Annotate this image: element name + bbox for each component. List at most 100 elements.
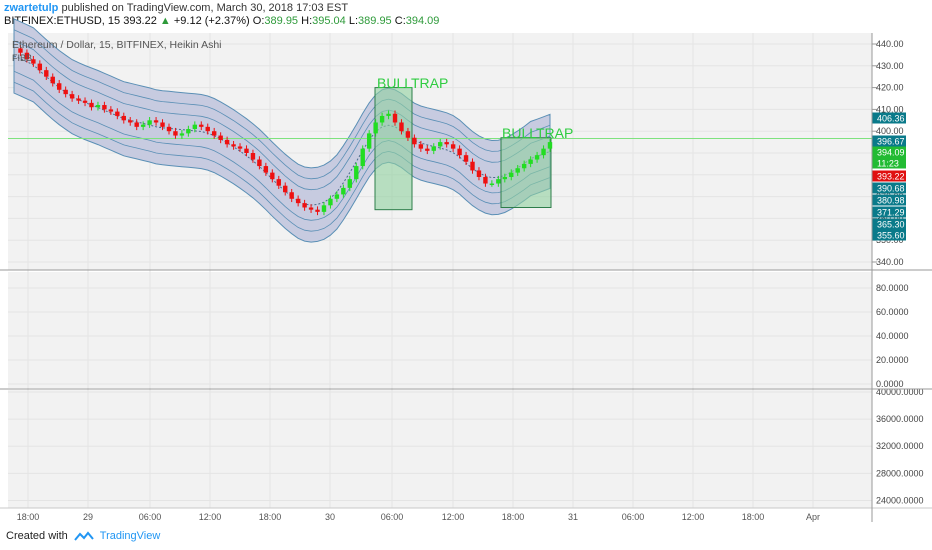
candle-body (263, 166, 269, 173)
candle-body (470, 161, 475, 171)
candle-body (463, 155, 469, 162)
x-tick-label: 31 (568, 512, 578, 522)
candle-body (160, 122, 165, 127)
price-badge-label: 396.67 (877, 137, 905, 147)
price-badge (872, 146, 906, 158)
author-name[interactable]: zwartetulp (4, 2, 59, 14)
candle-body (328, 198, 333, 206)
candle-body (528, 159, 533, 164)
candle-body (379, 115, 385, 123)
candle-body (211, 131, 217, 136)
candle-body (489, 183, 495, 186)
price-tick-label: 410.00 (876, 104, 904, 114)
fib-band-basis (13, 55, 551, 206)
candle-body (386, 113, 391, 116)
candle-body (502, 176, 507, 180)
fib-band-line (13, 40, 551, 191)
bulltrap-box[interactable] (374, 87, 413, 211)
price-tick-label: 400.00 (876, 126, 904, 136)
price-tick-label: 440.00 (876, 39, 904, 49)
candle-body (128, 120, 133, 123)
candle-body (399, 122, 404, 132)
price-tick-label: 420.00 (876, 83, 904, 93)
candle-body (250, 153, 256, 160)
candle-body (341, 187, 346, 195)
price-badge-label: 371.29 (877, 208, 905, 218)
publish-info: published on TradingView.com, March 30, … (61, 2, 349, 14)
candle-body (438, 142, 443, 147)
candle-body (18, 48, 23, 53)
up-arrow-icon: ▲ (159, 15, 171, 27)
candle-body (534, 155, 540, 160)
tradingview-logo-icon (73, 531, 94, 541)
oscillator-tick-label: 20.0000 (876, 355, 909, 365)
chart-legend-title: Ethereum / Dollar, 15, BITFINEX, Heikin … (12, 39, 222, 51)
candle-body (44, 70, 49, 77)
candle-body (95, 105, 101, 108)
volume-pane-bg (8, 390, 872, 508)
price-badge-label: 390.68 (877, 184, 905, 194)
candle-body (444, 142, 449, 145)
candle-body (496, 179, 501, 184)
price-tick-label: 340.00 (876, 257, 904, 267)
x-tick-label: 12:00 (199, 512, 222, 522)
fib-band-lines (13, 29, 551, 232)
bulltrap-label-1: BULLTRAP (377, 75, 448, 91)
candle-body (457, 148, 462, 156)
candle-body (192, 124, 198, 130)
candle-body (354, 166, 359, 180)
candle-body (412, 137, 417, 145)
candle-body (476, 170, 482, 177)
symbol-name: BITFINEX:ETHUSD, 15 (4, 15, 121, 27)
price-badge (872, 194, 906, 206)
candle-body (392, 113, 398, 123)
candle-body (315, 209, 320, 212)
candle-body (237, 146, 243, 149)
fib-band-line (13, 81, 551, 232)
candle-body (50, 76, 55, 84)
candle-body (37, 63, 43, 71)
volume-tick-label: 40000.0000 (876, 387, 924, 397)
symbol-line: BITFINEX:ETHUSD, 15 393.22 ▲ +9.12 (+2.3… (4, 15, 439, 27)
candle-body (224, 139, 230, 145)
tradingview-brand[interactable]: TradingView (99, 530, 161, 542)
x-tick-label: 18:00 (502, 512, 525, 522)
candle-body (57, 83, 62, 90)
volume-tick-label: 28000.0000 (876, 468, 924, 478)
price-badge (872, 157, 906, 169)
open-value: 389.95 (264, 15, 299, 27)
candle-body (76, 98, 81, 101)
candle-body (431, 146, 436, 151)
fib-band-line (13, 29, 551, 180)
x-tick-label: 06:00 (139, 512, 162, 522)
candle-body (547, 142, 553, 149)
x-tick-label: 18:00 (259, 512, 282, 522)
candle-body (179, 133, 185, 136)
candle-body (102, 105, 107, 110)
candle-body (218, 135, 223, 140)
candle-body (121, 115, 126, 121)
candle-body (140, 124, 146, 127)
candle-body (334, 194, 340, 199)
x-tick-label: Apr (806, 512, 820, 522)
candles (18, 45, 553, 216)
candle-body (69, 94, 75, 99)
candle-body (257, 159, 262, 167)
price-badge (872, 170, 906, 182)
candle-body (360, 148, 365, 167)
candle-body (373, 122, 378, 134)
volume-tick-label: 36000.0000 (876, 414, 924, 424)
candle-body (63, 89, 68, 95)
footer: Created with TradingView (6, 530, 160, 542)
oscillator-tick-label: 40.0000 (876, 331, 909, 341)
candle-body (205, 126, 210, 132)
candle-body (82, 100, 88, 103)
candle-body (418, 144, 424, 149)
price-badge-label: 355.60 (877, 231, 905, 241)
price-badge (872, 135, 906, 147)
price-badge (872, 206, 906, 218)
candle-body (283, 185, 288, 193)
x-tick-label: 18:00 (742, 512, 765, 522)
